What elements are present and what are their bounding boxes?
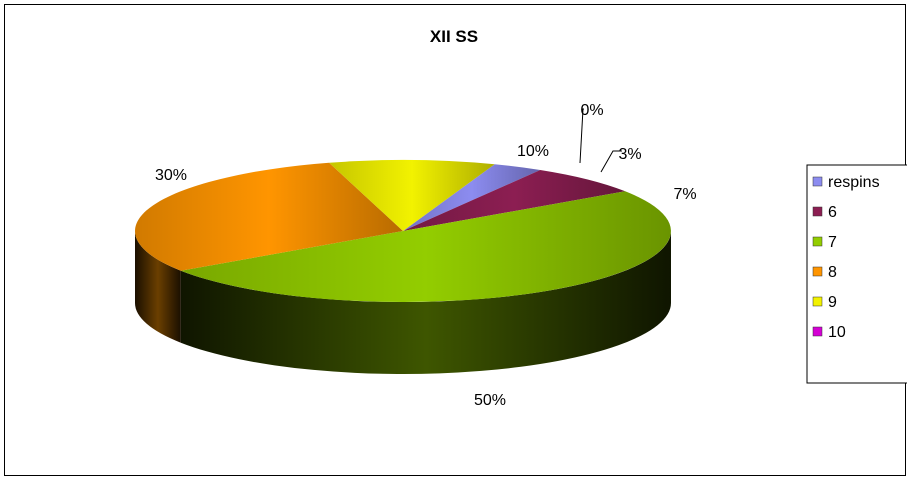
legend-label-7: 7 <box>828 234 837 251</box>
legend: respins 6 7 8 9 10 <box>806 164 907 384</box>
data-label-8: 30% <box>155 167 187 184</box>
legend-label-8: 8 <box>828 264 837 281</box>
legend-label-respins: respins <box>828 174 880 191</box>
pie-side-8 <box>135 231 181 343</box>
legend-swatch-respins <box>812 176 823 187</box>
data-label-9: 10% <box>517 143 549 160</box>
chart-area: XII SS 3% 7% 50% 30% 10% 0% respins 6 7 8 9 10 <box>4 4 907 476</box>
legend-swatch-8 <box>812 266 823 277</box>
legend-label-9: 9 <box>828 294 837 311</box>
pie-slice-9 <box>329 160 495 231</box>
data-label-10: 0% <box>580 102 603 119</box>
leader-line-10 <box>579 108 584 164</box>
legend-swatch-9 <box>812 296 823 307</box>
leader-line-respins <box>600 150 622 173</box>
data-label-7: 50% <box>474 392 506 409</box>
pie-slice-8 <box>134 162 403 271</box>
legend-box <box>806 164 907 384</box>
pie-slice-6 <box>403 170 626 231</box>
legend-swatch-10 <box>812 326 823 337</box>
pie-slice-7 <box>180 191 671 302</box>
data-label-6: 7% <box>673 186 696 203</box>
legend-label-6: 6 <box>828 204 837 221</box>
pie-slice-respins <box>403 164 541 231</box>
data-labels: 3% 7% 50% 30% 10% 0% <box>155 102 697 409</box>
data-label-respins: 3% <box>618 146 641 163</box>
pie-slices <box>134 160 671 374</box>
pie-side-7 <box>180 231 671 374</box>
legend-swatch-7 <box>812 236 823 247</box>
chart-title: XII SS <box>430 27 478 46</box>
legend-label-10: 10 <box>828 324 846 341</box>
pie-chart: XII SS 3% 7% 50% 30% 10% 0% respins 6 7 8 9 10 <box>134 27 907 409</box>
legend-swatch-6 <box>812 206 823 217</box>
